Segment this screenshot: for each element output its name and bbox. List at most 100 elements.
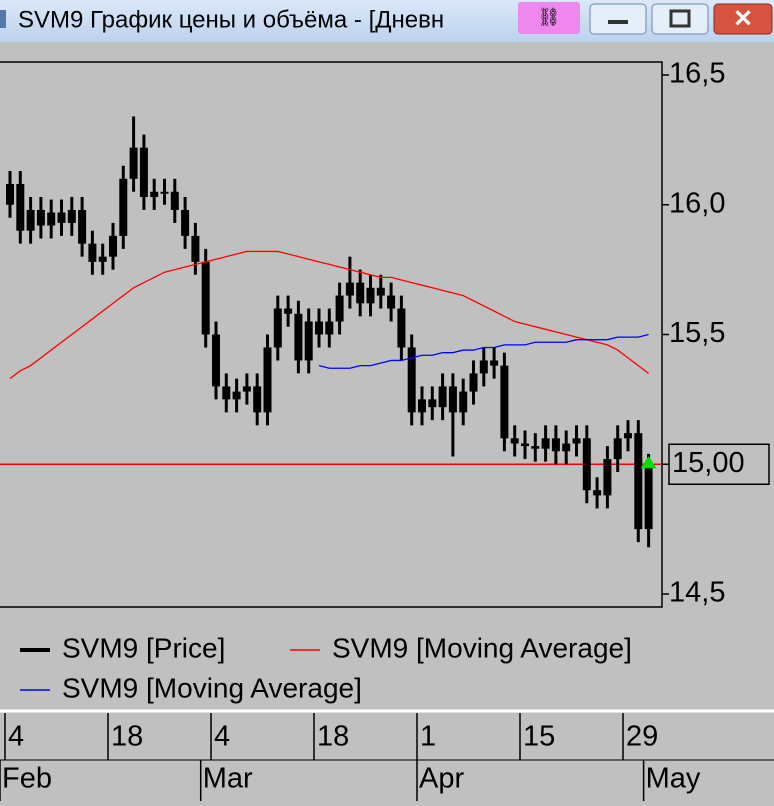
candle-body bbox=[644, 464, 653, 530]
candle-body bbox=[263, 347, 272, 413]
candle-body bbox=[428, 399, 437, 408]
moving-average-line bbox=[9, 250, 649, 380]
candle-body bbox=[387, 295, 396, 309]
candle-body bbox=[304, 321, 313, 361]
candle-body bbox=[284, 308, 293, 314]
candle-body bbox=[624, 433, 632, 439]
candle-body bbox=[191, 235, 200, 262]
candle-body bbox=[150, 191, 159, 197]
month-label: Feb bbox=[2, 763, 52, 795]
candle-body bbox=[459, 391, 468, 413]
window-body bbox=[0, 42, 774, 801]
candle-body bbox=[582, 438, 591, 491]
maximize-button[interactable] bbox=[651, 3, 709, 35]
x-tick-label: 18 bbox=[111, 721, 143, 753]
candle-body bbox=[325, 321, 334, 335]
window-icon bbox=[0, 10, 6, 28]
maximize-icon bbox=[669, 9, 691, 28]
candle-body bbox=[242, 386, 251, 392]
candle-body bbox=[315, 321, 323, 335]
candle-body bbox=[531, 446, 540, 449]
close-icon: ✕ bbox=[733, 5, 753, 32]
candle-body bbox=[469, 373, 478, 392]
x-tick-label: 29 bbox=[626, 721, 658, 753]
last-price-marker bbox=[640, 456, 657, 469]
y-tick-label: 16,0 bbox=[669, 187, 725, 219]
candle-body bbox=[572, 438, 581, 444]
x-tick-label: 4 bbox=[214, 721, 230, 753]
month-label: May bbox=[646, 763, 701, 795]
candle-body bbox=[273, 308, 282, 348]
candle-body bbox=[170, 191, 179, 210]
candle-body bbox=[521, 443, 529, 447]
candle-body bbox=[294, 313, 303, 361]
candle-body bbox=[448, 386, 457, 413]
candle-body bbox=[335, 295, 344, 322]
candle-body bbox=[129, 147, 138, 179]
last-price-box bbox=[668, 443, 770, 486]
candle-body bbox=[57, 212, 66, 223]
month-label: Mar bbox=[203, 763, 253, 795]
y-tick-label: 14,5 bbox=[669, 577, 725, 609]
candle-body bbox=[366, 287, 375, 304]
candle-body bbox=[160, 191, 169, 194]
candle-body bbox=[356, 282, 365, 304]
candle-body bbox=[593, 490, 602, 496]
candle-body bbox=[181, 209, 190, 236]
y-tick-label: 15,5 bbox=[669, 317, 725, 349]
candle-body bbox=[88, 243, 97, 262]
link-button[interactable] bbox=[518, 2, 580, 34]
candle-body bbox=[345, 282, 354, 296]
month-label: Apr bbox=[419, 763, 464, 795]
candle-body bbox=[201, 261, 210, 335]
last-price-label: 15,00 bbox=[672, 447, 745, 479]
x-tick-label: 18 bbox=[317, 721, 349, 753]
y-tick-label: 16,5 bbox=[669, 58, 725, 90]
candle-body bbox=[16, 183, 25, 231]
candle-body bbox=[634, 433, 643, 530]
candle-body bbox=[47, 212, 56, 226]
candle-body bbox=[603, 459, 612, 496]
candle-body bbox=[376, 287, 385, 296]
candle-body bbox=[109, 235, 117, 257]
candle-body bbox=[6, 183, 14, 205]
candle-body bbox=[551, 438, 560, 452]
candle-body bbox=[78, 209, 87, 244]
candle-body bbox=[26, 209, 35, 231]
legend-label: SVM9 [Moving Average] bbox=[332, 632, 632, 663]
x-tick-label: 1 bbox=[420, 721, 436, 753]
legend-label: SVM9 [Moving Average] bbox=[62, 672, 362, 703]
candle-body bbox=[438, 386, 447, 408]
candle-body bbox=[490, 360, 499, 366]
candle-body bbox=[222, 386, 231, 400]
candle-body bbox=[119, 178, 128, 236]
candle-body bbox=[212, 334, 220, 387]
legend-label: SVM9 [Price] bbox=[62, 632, 225, 663]
minimize-icon bbox=[608, 20, 628, 24]
candle-body bbox=[232, 391, 241, 400]
x-tick-label: 15 bbox=[523, 721, 555, 753]
link-icon: ⛓ bbox=[538, 7, 561, 27]
x-tick-label: 4 bbox=[8, 721, 24, 753]
candle-body bbox=[562, 443, 571, 452]
minimize-button[interactable] bbox=[589, 3, 647, 35]
candle-body bbox=[479, 360, 488, 374]
candle-body bbox=[253, 386, 262, 413]
candle-body bbox=[510, 438, 519, 444]
candle-body bbox=[139, 147, 148, 197]
candle-body bbox=[98, 256, 107, 262]
candle-body bbox=[36, 209, 45, 226]
plot bbox=[0, 116, 662, 548]
candle-body bbox=[407, 347, 416, 413]
window-title: SVM9 График цены и объёма - [Дневн bbox=[18, 6, 444, 33]
close-button[interactable] bbox=[713, 3, 773, 35]
candle-body bbox=[397, 308, 406, 348]
candle-body bbox=[418, 399, 426, 413]
moving-average-line bbox=[318, 333, 649, 369]
candle-body bbox=[500, 365, 509, 439]
candle-body bbox=[541, 438, 550, 449]
candle-body bbox=[67, 209, 76, 223]
candle-body bbox=[613, 438, 622, 460]
